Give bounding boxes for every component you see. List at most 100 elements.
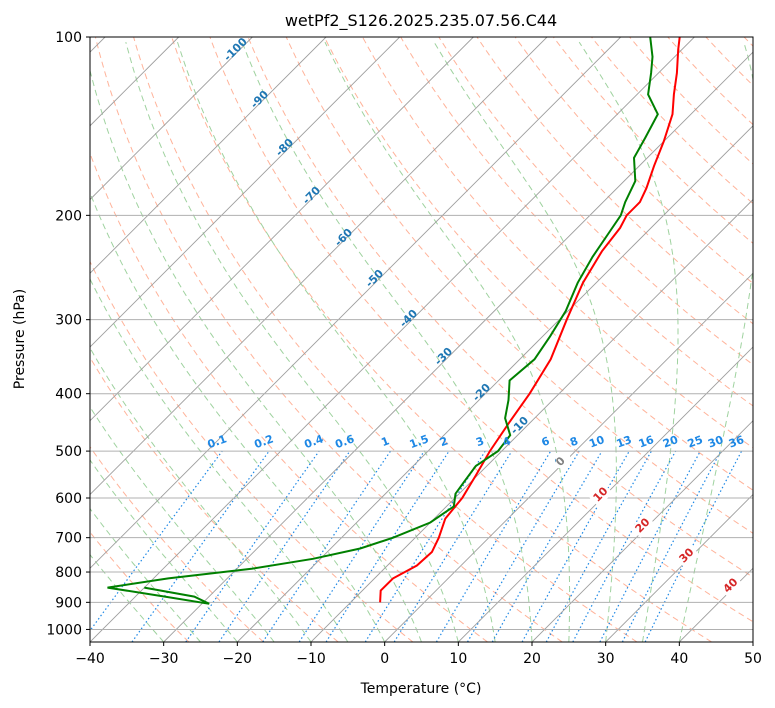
x-tick-label: −30: [149, 651, 179, 667]
mixing-ratio-line: [572, 450, 677, 642]
mixing-ratio-label: 4: [501, 434, 513, 449]
mixing-ratio-line: [90, 450, 223, 632]
mixing-ratio-line: [218, 450, 351, 642]
dry-adiabat-line: [90, 445, 264, 642]
plot-frame: [89, 36, 754, 643]
y-tick-label: 800: [55, 565, 82, 581]
x-tick-label: −20: [223, 651, 253, 667]
dry-adiabat-line: [94, 37, 563, 642]
mixing-ratio-line: [545, 450, 652, 642]
mixing-ratio-line: [298, 450, 425, 642]
isotherm-line: [237, 125, 753, 642]
moist-adiabat-line: [578, 41, 679, 642]
dry-adiabats: [90, 37, 753, 642]
mixing-ratio-line: [131, 450, 270, 642]
y-tick-label: 100: [55, 30, 82, 46]
mixing-ratio-label: 25: [686, 433, 705, 450]
label-mask: [588, 482, 613, 507]
isotherm-line: [531, 420, 753, 642]
label-mask: [718, 573, 743, 598]
mixing-ratio-label: 10: [587, 433, 606, 451]
isotherm-line: [90, 37, 695, 642]
x-tick-label: 20: [523, 651, 541, 667]
moist-adiabat-line: [125, 41, 459, 642]
mixing-ratio-label: 0.2: [253, 432, 276, 451]
mixing-ratio-line: [325, 450, 450, 642]
mixing-ratio-label: 6: [540, 434, 552, 449]
y-tick-label: 600: [55, 491, 82, 507]
y-tick-label: 400: [55, 387, 82, 403]
x-tick-label: 0: [380, 651, 389, 667]
mixing-ratio-label: 3: [474, 434, 486, 449]
mixing-ratio-label: 16: [637, 433, 656, 451]
x-tick-label: 10: [449, 651, 467, 667]
mixing-ratio-label: 30: [706, 433, 725, 451]
mixing-ratio-label: 0.1: [206, 432, 229, 451]
x-tick-label: −40: [75, 651, 105, 667]
x-tick-label: 30: [597, 651, 615, 667]
dewpoint-profile-line: [107, 37, 659, 605]
x-tick-label: 40: [670, 651, 688, 667]
mixing-ratio-label: 13: [615, 433, 634, 450]
moist-adiabat-line: [678, 41, 753, 642]
dry-adiabat-line: [90, 260, 414, 642]
label-mask: [630, 513, 655, 538]
y-tick-label: 300: [55, 313, 82, 329]
mixing-ratio-line: [393, 450, 513, 642]
label-mask: [556, 454, 570, 468]
sounding-profiles: [107, 37, 681, 605]
y-tick-label: 900: [55, 595, 82, 611]
dry-adiabat-line: [133, 37, 638, 642]
mixing-ratio-label: 1: [379, 434, 391, 449]
dry-adiabat-line: [247, 37, 753, 578]
mixing-ratio-line: [185, 450, 320, 642]
moist-adiabat-line: [241, 41, 533, 642]
y-tick-label: 700: [55, 531, 82, 547]
isotherm-line: [90, 37, 327, 274]
label-mask: [674, 543, 699, 568]
isotherm-line: [90, 37, 474, 422]
y-tick-label: 1000: [46, 622, 82, 638]
isotherm-line: [310, 198, 753, 642]
isotherm-line: [458, 346, 753, 642]
dry-adiabat-line: [400, 37, 753, 407]
moist-adiabat-line: [90, 507, 201, 642]
isotherm-line: [90, 37, 401, 348]
moist-adiabat-line: [90, 277, 349, 642]
plot-area: -100-90-80-70-60-50-40-30-20-10010203040…: [90, 37, 753, 642]
isotherm-line: [384, 272, 753, 642]
dry-adiabat-line: [476, 37, 753, 325]
dry-adiabat-line: [323, 37, 753, 491]
mixing-ratio-label: 1.5: [408, 432, 431, 451]
y-axis-label: Pressure (hPa): [12, 289, 28, 389]
isotherm-line: [90, 37, 253, 201]
y-axis-ticks: 100 200 300 400 500 600 700 800 900 1000: [46, 30, 90, 638]
mixing-ratio-label: 2: [438, 434, 450, 449]
dry-adiabat-line: [629, 37, 753, 165]
y-tick-label: 200: [55, 208, 82, 224]
temperature-profile-line: [379, 37, 681, 603]
mixing-ratio-line: [644, 450, 743, 642]
isotherms: [90, 37, 753, 642]
mixing-ratio-label: 20: [661, 433, 680, 451]
moist-adiabat-line: [90, 68, 422, 642]
chart-title: wetPf2_S126.2025.235.07.56.C44: [285, 11, 557, 31]
moist-adiabat-line: [90, 406, 275, 642]
isotherm-line: [605, 493, 753, 642]
moist-adiabat-line: [177, 41, 496, 642]
isotherm-line: [90, 37, 622, 569]
isotherm-line: [163, 51, 753, 642]
y-tick-label: 500: [55, 444, 82, 460]
mixing-ratio-line: [262, 450, 391, 642]
x-axis-label: Temperature (°C): [360, 681, 482, 697]
dry-adiabat-line: [514, 37, 753, 284]
mixing-ratio-label: 8: [568, 434, 580, 449]
x-axis-ticks: −40 −30 −20 −10 0 10 20 30 40 50: [75, 642, 762, 667]
x-tick-label: −10: [296, 651, 326, 667]
mixing-ratio-label: 0.6: [333, 432, 356, 451]
isotherm-line: [90, 37, 548, 496]
mixing-ratio-label: 36: [727, 433, 746, 451]
x-tick-label: 50: [744, 651, 762, 667]
